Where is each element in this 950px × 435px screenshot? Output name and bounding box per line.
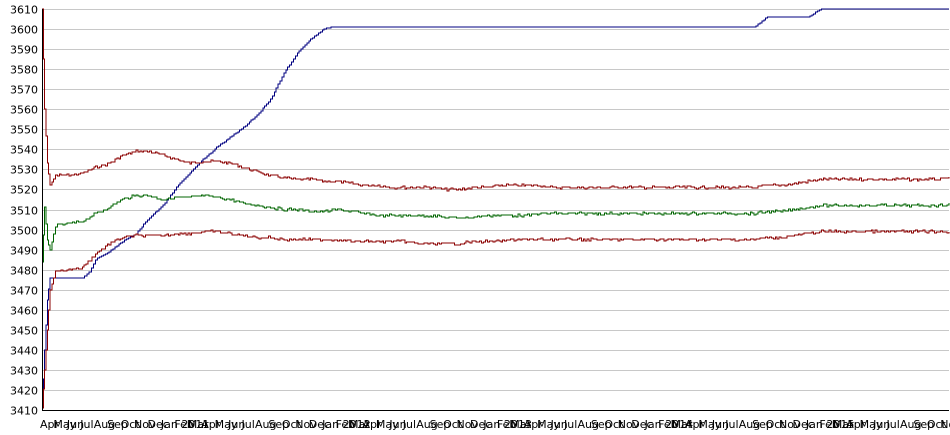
x-tick-label: Apr xyxy=(846,418,866,431)
x-tick-label: Jun xyxy=(388,418,406,431)
x-tick-label: Apr xyxy=(524,418,544,431)
x-tick-label: Jun xyxy=(711,418,729,431)
y-tick-label: 3450 xyxy=(10,325,38,338)
x-tick-label: Sep xyxy=(107,418,128,431)
y-axis-tick-labels: 3410 3420 3430 3440 3450 3460 3470 3480 3490 3500… xyxy=(10,4,38,418)
x-tick-label: Aug xyxy=(577,418,598,431)
x-tick-label: Apr xyxy=(201,418,221,431)
x-tick-label: Jul xyxy=(241,418,255,431)
y-tick-label: 3520 xyxy=(10,184,38,197)
series-line-2 xyxy=(42,194,950,263)
x-tick-label: Jun xyxy=(227,418,245,431)
x-tick-label: Jan 2011 xyxy=(160,418,209,431)
x-tick-label: Oct xyxy=(282,418,302,431)
x-tick-label: Jan 2012 xyxy=(321,418,370,431)
x-tick-label: Nov xyxy=(618,418,640,431)
x-tick-label: Mar xyxy=(349,418,370,431)
x-tick-label: Feb xyxy=(174,418,193,431)
x-tick-label: Jun xyxy=(550,418,568,431)
y-tick-label: 3560 xyxy=(10,104,38,117)
x-tick-label: Mar xyxy=(188,418,209,431)
x-tick-label: Jun xyxy=(66,418,84,431)
x-tick-label: Aug xyxy=(739,418,760,431)
y-tick-label: 3600 xyxy=(10,24,38,37)
x-tick-label: Aug xyxy=(900,418,921,431)
x-tick-label: May xyxy=(215,418,238,431)
y-tick-label: 3420 xyxy=(10,385,38,398)
x-tick-label: May xyxy=(376,418,399,431)
y-tick-label: 3590 xyxy=(10,44,38,57)
x-tick-label: Mar xyxy=(510,418,531,431)
x-tick-label: Jun xyxy=(872,418,890,431)
x-tick-label: Jan 2014 xyxy=(644,418,693,431)
x-tick-label: Jan 2015 xyxy=(805,418,854,431)
y-tick-label: 3410 xyxy=(10,405,38,418)
y-tick-label: 3550 xyxy=(10,124,38,137)
x-tick-label: Dec xyxy=(470,418,491,431)
y-tick-label: 3610 xyxy=(10,4,38,17)
x-tick-label: Dec xyxy=(309,418,330,431)
x-tick-label: Feb xyxy=(336,418,355,431)
y-tick-label: 3490 xyxy=(10,245,38,258)
x-tick-label: Jul xyxy=(724,418,738,431)
x-tick-label: Mar xyxy=(833,418,854,431)
series-line-0 xyxy=(42,8,949,409)
x-tick-label: Dec xyxy=(147,418,168,431)
y-tick-label: 3480 xyxy=(10,265,38,278)
y-tick-label: 3530 xyxy=(10,164,38,177)
axes xyxy=(42,9,949,411)
x-tick-label: Dec xyxy=(792,418,813,431)
x-tick-label: Sep xyxy=(752,418,773,431)
x-tick-label: Oct xyxy=(443,418,463,431)
x-tick-label: May xyxy=(537,418,560,431)
x-tick-label: May xyxy=(698,418,721,431)
x-tick-label: Oct xyxy=(121,418,141,431)
x-tick-label: Jul xyxy=(79,418,93,431)
x-tick-label: Feb xyxy=(819,418,838,431)
grid xyxy=(42,9,949,411)
x-tick-label: Oct xyxy=(604,418,624,431)
x-tick-label: Oct xyxy=(927,418,947,431)
y-tick-label: 3430 xyxy=(10,365,38,378)
x-tick-label: May xyxy=(860,418,883,431)
x-tick-label: Aug xyxy=(94,418,115,431)
x-tick-label: Oct xyxy=(766,418,786,431)
x-tick-label: Feb xyxy=(658,418,677,431)
x-tick-label: Sep xyxy=(591,418,612,431)
x-tick-label: Apr xyxy=(685,418,705,431)
x-tick-label: Nov xyxy=(295,418,317,431)
x-tick-label: Aug xyxy=(255,418,276,431)
x-tick-label: Nov xyxy=(779,418,801,431)
x-tick-label: Aug xyxy=(416,418,437,431)
x-tick-label: Nov xyxy=(134,418,156,431)
x-tick-label: Feb xyxy=(497,418,516,431)
x-tick-label: Dec xyxy=(631,418,652,431)
x-tick-label: May xyxy=(53,418,76,431)
series-layer xyxy=(42,8,950,409)
x-tick-label: Sep xyxy=(913,418,934,431)
y-tick-label: 3570 xyxy=(10,84,38,97)
y-tick-label: 3510 xyxy=(10,205,38,218)
x-tick-label: Apr xyxy=(40,418,60,431)
series-line-1 xyxy=(42,8,950,192)
x-tick-label: Jan 2013 xyxy=(482,418,531,431)
x-tick-label: Jul xyxy=(886,418,900,431)
y-tick-label: 3470 xyxy=(10,285,38,298)
x-tick-label: Apr xyxy=(362,418,382,431)
x-tick-label: Jul xyxy=(563,418,577,431)
y-tick-label: 3580 xyxy=(10,64,38,77)
y-tick-label: 3440 xyxy=(10,345,38,358)
y-tick-label: 3540 xyxy=(10,144,38,157)
x-tick-label: Sep xyxy=(268,418,289,431)
x-tick-label: Mar xyxy=(672,418,693,431)
x-tick-label: Nov xyxy=(457,418,479,431)
x-tick-label: Sep xyxy=(430,418,451,431)
x-tick-label: Jul xyxy=(402,418,416,431)
y-tick-label: 3460 xyxy=(10,305,38,318)
y-tick-label: 3500 xyxy=(10,225,38,238)
series-line-3 xyxy=(42,229,950,409)
x-tick-label: Nov xyxy=(940,418,950,431)
